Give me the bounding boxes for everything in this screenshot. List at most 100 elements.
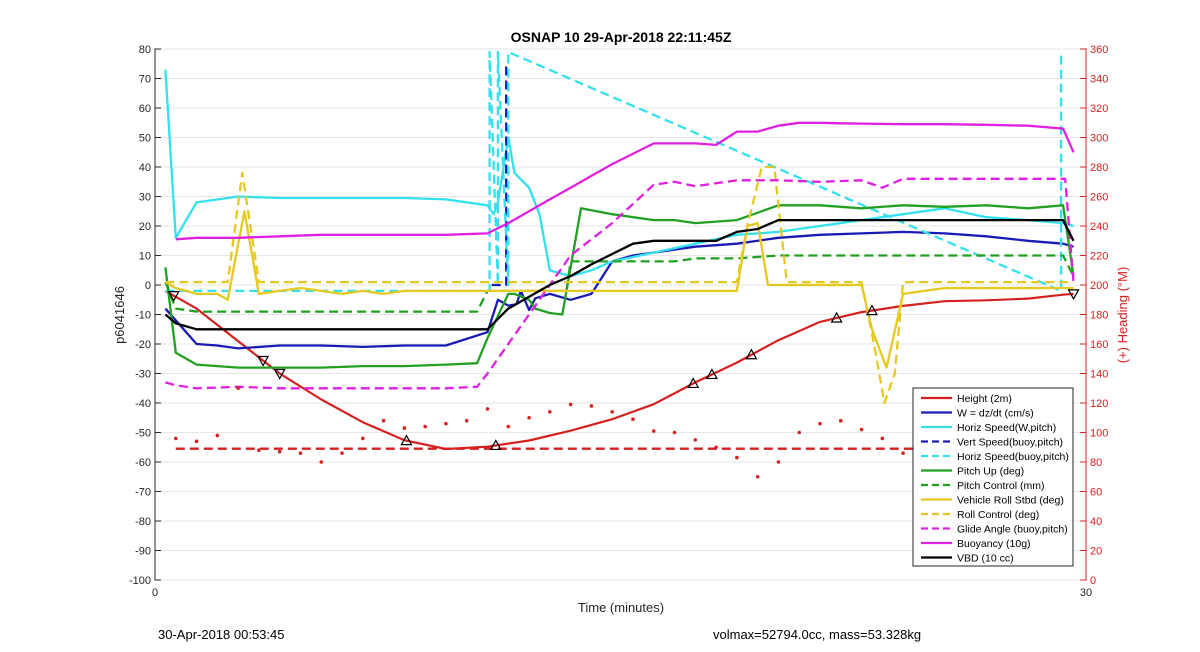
- legend-box: [912, 387, 1074, 567]
- y2-tick-label: 360: [1090, 44, 1108, 56]
- y-tick-label: -40: [135, 398, 151, 410]
- y-tick-label: 10: [139, 251, 151, 263]
- heading-point: [631, 417, 635, 422]
- height-marker: [830, 311, 843, 323]
- y-tick-label: 40: [139, 162, 151, 174]
- y-tick-label: 20: [139, 221, 151, 233]
- heading-point: [298, 451, 303, 455]
- height-marker: [745, 348, 758, 360]
- series-line: [165, 165, 1074, 405]
- y2-tick-label: 140: [1090, 369, 1108, 381]
- y-tick-label: -100: [129, 575, 151, 587]
- series-line: [165, 50, 1063, 293]
- x-axis: 0 30: [152, 587, 1092, 599]
- y-tick-label: 80: [139, 44, 151, 56]
- y-tick-label: -60: [135, 457, 151, 469]
- x-tick-label: 30: [1080, 587, 1092, 599]
- y2-tick-label: 280: [1090, 162, 1108, 174]
- heading-point: [776, 460, 781, 464]
- y-tick-label: 30: [139, 192, 151, 204]
- y-tick-label: 60: [139, 103, 151, 115]
- y2-tick-label: 180: [1090, 310, 1108, 322]
- heading-point: [672, 430, 677, 435]
- height-marker: [400, 434, 413, 446]
- marker-layer: [167, 289, 1080, 451]
- heading-point: [361, 436, 365, 441]
- height-marker: [1067, 289, 1080, 301]
- heading-point: [797, 430, 802, 435]
- y-tick-label: -90: [135, 546, 151, 558]
- legend-label: Pitch Control (mm): [957, 480, 1045, 492]
- heading-point: [568, 402, 573, 407]
- legend-label: Vert Speed(buoy,pitch): [957, 437, 1063, 449]
- y2-tick-label: 100: [1090, 428, 1108, 440]
- grid: [155, 48, 1086, 581]
- heading-point: [548, 410, 552, 414]
- heading-point: [651, 429, 656, 433]
- y-tick-label: 0: [145, 280, 151, 292]
- heading-point: [818, 421, 822, 426]
- y-tick-label: -50: [135, 428, 151, 440]
- y2-tick-label: 320: [1090, 103, 1108, 115]
- legend-label: Pitch Up (deg): [957, 466, 1024, 478]
- y2-tick-label: 20: [1090, 546, 1102, 558]
- height-marker: [865, 304, 878, 316]
- y2-tick-label: 300: [1090, 133, 1108, 145]
- heading-point: [693, 438, 698, 442]
- y2-tick-label: 200: [1090, 280, 1108, 292]
- heading-point: [173, 436, 178, 441]
- heading-point: [901, 451, 905, 455]
- series-line: [165, 177, 1075, 390]
- y-axis-left: 80 70 60 50 40 30 20 10 0 -10 -20 -30 -40 -50 -60 -70 -8…: [129, 44, 161, 587]
- heading-point: [464, 418, 469, 423]
- heading-point: [236, 386, 240, 391]
- legend-label: Horiz Speed(buoy,pitch): [957, 451, 1069, 463]
- y2-tick-label: 80: [1090, 457, 1102, 469]
- y-axis-right: 3603403203002802602402202001801601401201…: [1080, 44, 1108, 587]
- heading-point: [610, 410, 614, 414]
- y-axis-title: p6041646: [112, 286, 127, 344]
- heading-point: [215, 433, 220, 438]
- y2-tick-label: 240: [1090, 221, 1108, 233]
- height-marker: [705, 368, 718, 380]
- y-tick-label: -70: [135, 487, 151, 499]
- heading-point: [859, 427, 864, 432]
- heading-point: [527, 415, 531, 420]
- heading-point: [444, 421, 448, 426]
- legend-label: Horiz Speed(W,pitch): [957, 422, 1056, 434]
- series-line: [175, 121, 1075, 241]
- height-marker: [489, 439, 502, 451]
- series-layer: [164, 50, 1075, 479]
- y-tick-label: -10: [135, 310, 151, 322]
- y2-tick-label: 40: [1090, 516, 1102, 528]
- y-tick-label: 70: [139, 74, 151, 86]
- heading-point: [423, 424, 427, 429]
- heading-point: [402, 426, 407, 430]
- heading-point: [735, 455, 739, 460]
- chart-title: OSNAP 10 29-Apr-2018 22:11:45Z: [511, 29, 732, 45]
- legend-label: Glide Angle (buoy,pitch): [957, 524, 1068, 536]
- y2-tick-label: 340: [1090, 74, 1108, 86]
- heading-point: [755, 474, 760, 479]
- height-marker: [257, 355, 270, 367]
- legend-label: W = dz/dt (cm/s): [957, 408, 1034, 420]
- legend-label: Vehicle Roll Stbd (deg): [957, 495, 1064, 507]
- series-line: [164, 289, 1074, 451]
- y2-tick-label: 0: [1090, 575, 1096, 587]
- y2-tick-label: 260: [1090, 192, 1108, 204]
- heading-point: [277, 449, 282, 454]
- heading-point: [485, 407, 490, 411]
- series-line: [164, 69, 1074, 278]
- footer-timestamp: 30-Apr-2018 00:53:45: [158, 627, 285, 642]
- footer-stats: volmax=52794.0cc, mass=53.328kg: [713, 627, 922, 642]
- heading-point: [506, 424, 511, 429]
- height-marker: [167, 291, 180, 302]
- legend-label: VBD (10 cc): [957, 553, 1014, 565]
- x-axis-title: Time (minutes): [578, 600, 664, 615]
- y2-tick-label: 60: [1090, 487, 1102, 499]
- series-line: [164, 230, 1074, 350]
- heading-point: [381, 418, 386, 423]
- heading-point: [319, 460, 324, 464]
- y-tick-label: -80: [135, 516, 151, 528]
